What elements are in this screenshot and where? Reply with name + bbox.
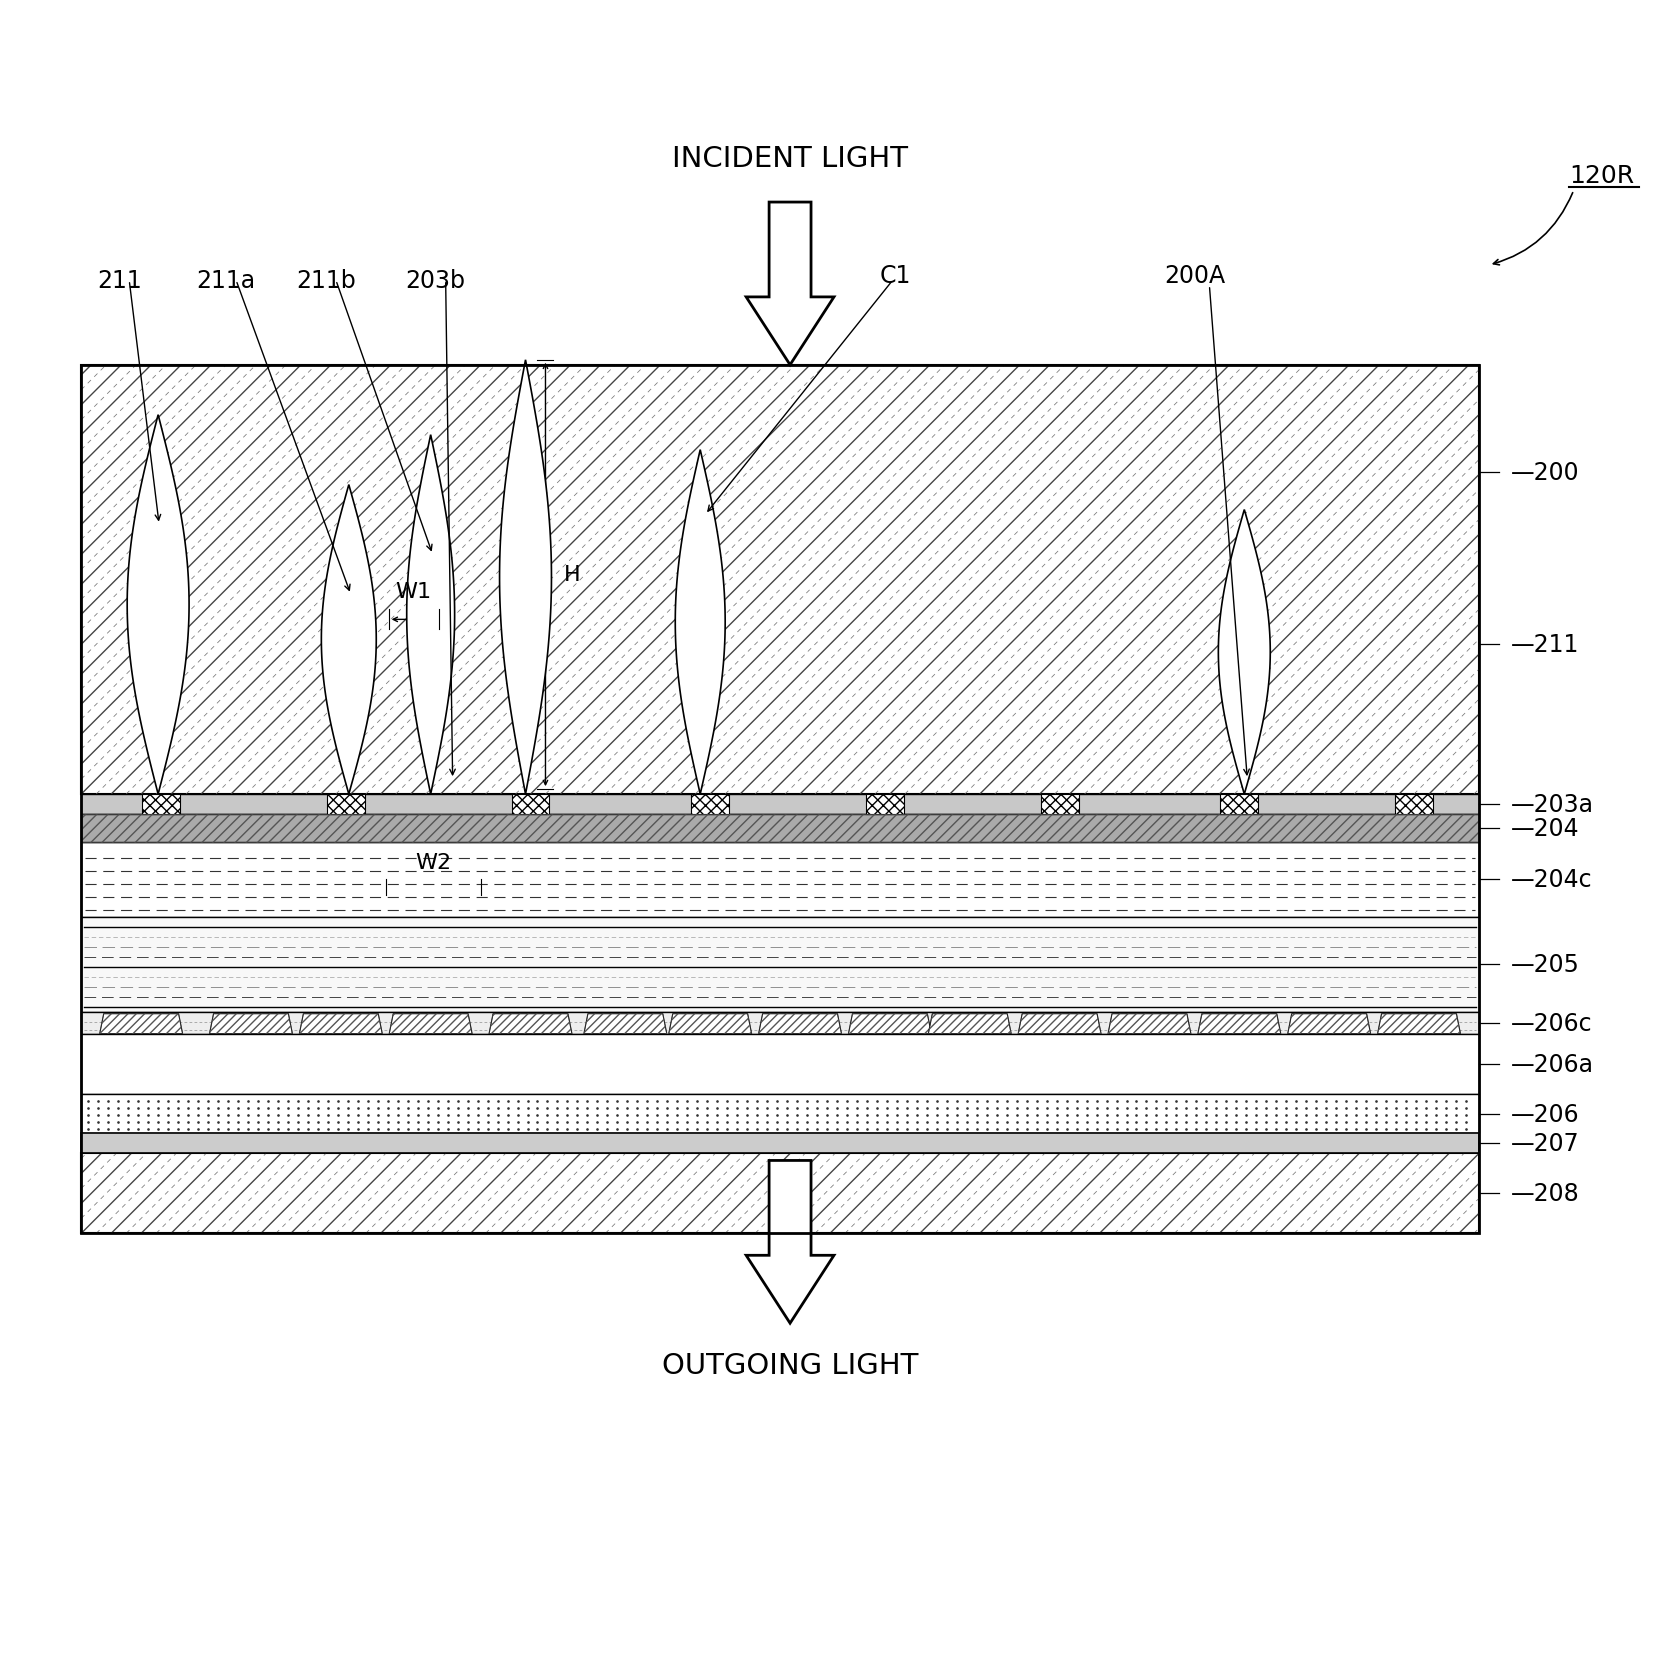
- Bar: [1041, 795, 1078, 815]
- Polygon shape: [1108, 1013, 1191, 1033]
- Bar: [81, 842, 1478, 917]
- Polygon shape: [299, 1013, 382, 1033]
- Polygon shape: [1219, 511, 1271, 795]
- Polygon shape: [585, 1013, 666, 1033]
- Polygon shape: [500, 361, 551, 795]
- Polygon shape: [849, 1013, 932, 1033]
- Polygon shape: [407, 436, 455, 795]
- Text: 200A: 200A: [1164, 265, 1224, 288]
- Bar: [691, 795, 729, 815]
- Bar: [143, 795, 179, 815]
- Bar: [81, 815, 1478, 842]
- Text: 203b: 203b: [405, 270, 465, 293]
- Text: 211a: 211a: [196, 270, 256, 293]
- Polygon shape: [1287, 1013, 1370, 1033]
- Polygon shape: [759, 1013, 842, 1033]
- Polygon shape: [746, 1161, 834, 1323]
- Text: OUTGOING LIGHT: OUTGOING LIGHT: [661, 1351, 919, 1379]
- Polygon shape: [209, 1013, 292, 1033]
- Text: H: H: [563, 566, 580, 586]
- Text: C1: C1: [879, 265, 910, 288]
- Bar: [81, 1093, 1478, 1133]
- Bar: [81, 815, 1478, 842]
- Text: —204c: —204c: [1512, 869, 1593, 892]
- Polygon shape: [1377, 1013, 1460, 1033]
- Text: W2: W2: [415, 852, 452, 872]
- Polygon shape: [746, 203, 834, 366]
- Polygon shape: [100, 1013, 183, 1033]
- Text: —205: —205: [1512, 953, 1580, 977]
- Text: 211: 211: [96, 270, 141, 293]
- Bar: [512, 795, 550, 815]
- Bar: [81, 366, 1478, 795]
- Polygon shape: [488, 1013, 571, 1033]
- Text: —204: —204: [1512, 817, 1580, 840]
- Text: —211: —211: [1512, 632, 1580, 656]
- Bar: [1395, 795, 1433, 815]
- Text: —203a: —203a: [1512, 792, 1595, 817]
- Polygon shape: [1198, 1013, 1281, 1033]
- Text: —208: —208: [1512, 1181, 1580, 1206]
- Bar: [865, 795, 904, 815]
- Text: —206c: —206c: [1512, 1012, 1593, 1035]
- Polygon shape: [676, 451, 726, 795]
- Bar: [81, 1012, 1478, 1033]
- Bar: [81, 1033, 1478, 1093]
- Polygon shape: [669, 1013, 752, 1033]
- Bar: [81, 917, 1478, 1012]
- Text: INCIDENT LIGHT: INCIDENT LIGHT: [673, 145, 909, 173]
- Bar: [81, 366, 1478, 1233]
- Text: —207: —207: [1512, 1132, 1580, 1156]
- Text: W1: W1: [395, 582, 432, 602]
- Polygon shape: [321, 486, 377, 795]
- Bar: [327, 795, 365, 815]
- Text: —206a: —206a: [1512, 1052, 1595, 1077]
- Bar: [81, 1153, 1478, 1233]
- Polygon shape: [389, 1013, 472, 1033]
- Bar: [81, 1133, 1478, 1153]
- Bar: [81, 795, 1478, 815]
- Text: —206: —206: [1512, 1102, 1580, 1127]
- Polygon shape: [928, 1013, 1012, 1033]
- Text: 211b: 211b: [296, 270, 355, 293]
- Polygon shape: [1018, 1013, 1101, 1033]
- Bar: [1221, 795, 1259, 815]
- Polygon shape: [128, 416, 189, 795]
- Text: 120R: 120R: [1568, 165, 1634, 188]
- Text: —200: —200: [1512, 461, 1580, 484]
